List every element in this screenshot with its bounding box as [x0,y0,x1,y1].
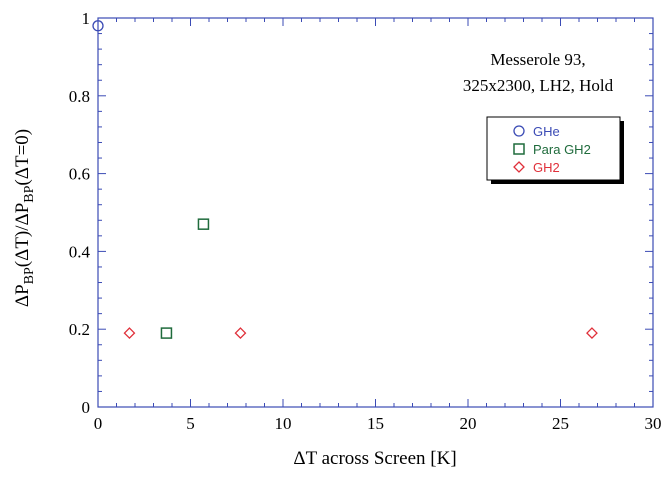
y-axis-label-part: (ΔT=0) [12,129,33,186]
x-axis-label: ΔT across Screen [K] [293,448,456,469]
data-point-ghe [92,20,104,32]
y-axis-label-subscript: BP [22,267,37,284]
data-point-gh2 [586,327,598,340]
x-tick-label: 25 [552,414,569,433]
y-tick-label: 0.8 [69,87,90,106]
x-tick-label: 20 [460,414,477,433]
y-tick-label: 0.6 [69,165,90,184]
x-tick-label: 10 [275,414,292,433]
annotation-line-1: Messerole 93, [490,50,585,69]
legend: GHe Para GH2 GH2 [486,116,624,184]
annotation-line-2: 325x2300, LH2, Hold [463,76,614,95]
x-tick-label: 15 [367,414,384,433]
legend-box [486,116,621,181]
data-point-gh2 [123,327,136,340]
x-tick-label: 5 [186,414,195,433]
x-tick-label: 0 [94,414,103,433]
legend-label-para-gh2: Para GH2 [533,142,591,157]
data-points [92,20,598,340]
y-tick-label: 0 [82,398,91,417]
y-tick-label: 1 [82,9,91,28]
y-axis-label: ΔPBP(ΔT)/ΔPBP(ΔT=0) [12,129,37,307]
ticks: 0 5 10 15 20 25 30 0 0.2 0.4 0.6 0.8 1 [69,9,662,433]
y-axis-label-part: (ΔT)/ΔP [12,203,33,268]
y-tick-label: 0.2 [69,320,90,339]
legend-marker-ghe [513,125,525,137]
legend-label-ghe: GHe [533,124,560,139]
x-tick-label: 30 [645,414,662,433]
legend-marker-gh2 [513,161,525,173]
legend-items: GHe Para GH2 GH2 [513,124,591,175]
data-point-para-gh2 [160,327,173,339]
data-point-para-gh2 [197,218,210,230]
legend-label-gh2: GH2 [533,160,560,175]
y-tick-label: 0.4 [69,242,91,261]
y-axis-label-subscript: BP [22,185,37,202]
legend-marker-para-gh2 [513,143,525,155]
y-axis-label-part: ΔP [12,284,33,307]
data-point-gh2 [234,327,247,340]
